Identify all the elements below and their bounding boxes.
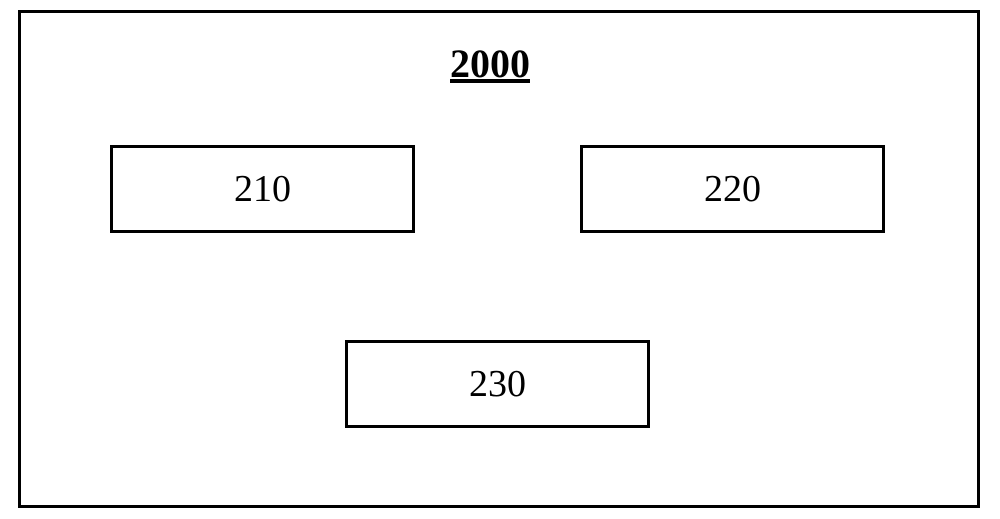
block-220: 220 [580,145,885,233]
block-210-label: 210 [234,167,291,211]
block-230-label: 230 [469,362,526,406]
block-230: 230 [345,340,650,428]
diagram-title: 2000 [450,40,530,87]
block-220-label: 220 [704,167,761,211]
block-210: 210 [110,145,415,233]
